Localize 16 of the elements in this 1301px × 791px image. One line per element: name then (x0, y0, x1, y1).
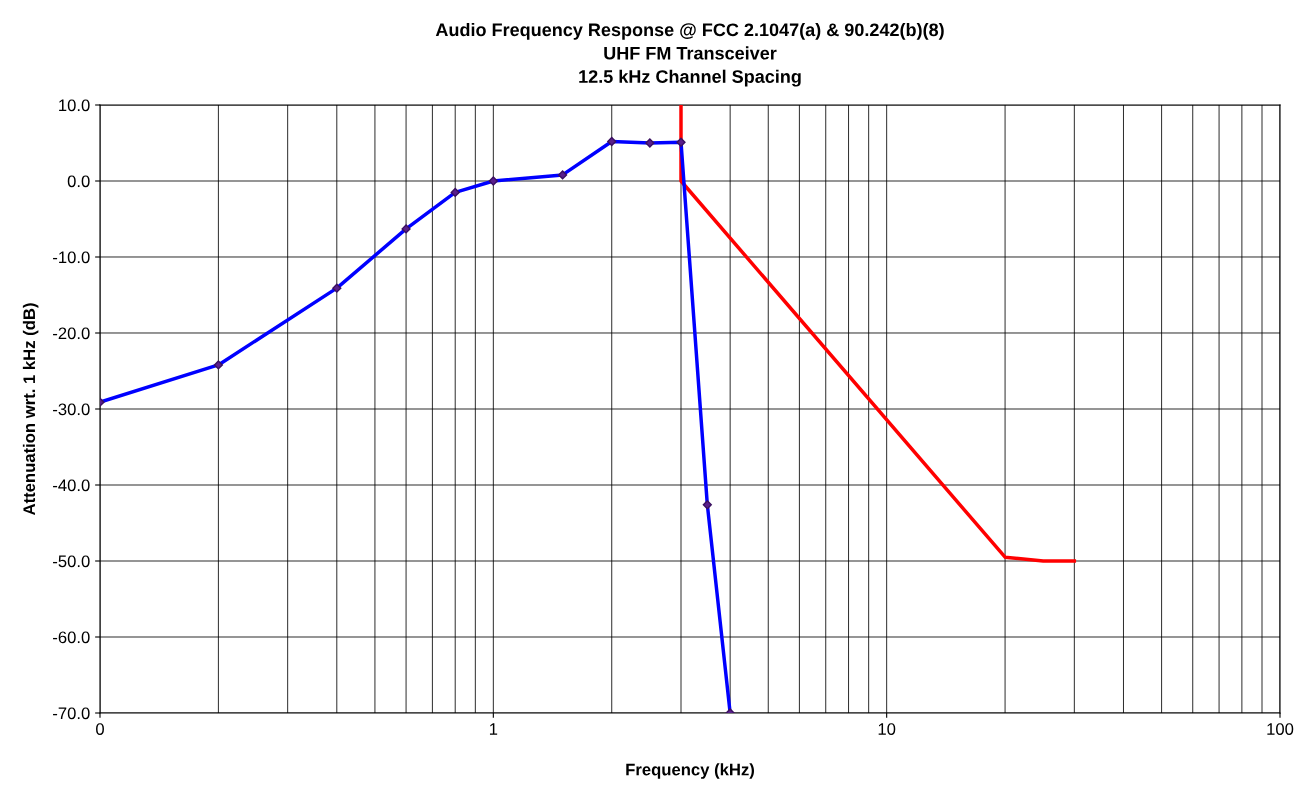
x-tick-label: 10 (878, 723, 896, 735)
y-tick-label: 0.0 (67, 175, 90, 188)
y-tick-label: -10.0 (53, 251, 90, 264)
y-tick-label: -30.0 (53, 403, 90, 416)
x-tick-label: 0 (96, 723, 104, 735)
y-tick-label: -60.0 (53, 631, 90, 644)
y-tick-label: -70.0 (53, 707, 90, 720)
y-tick-label: -40.0 (53, 479, 90, 492)
x-axis-title: Frequency (kHz) (626, 763, 754, 779)
x-tick-label: 100 (1267, 723, 1294, 735)
y-tick-label: -20.0 (53, 327, 90, 340)
y-tick-label: 10.0 (59, 99, 90, 112)
chart-title: Audio Frequency Response @ FCC 2.1047(a) & 90.242(b)(8) UHF FM Transceiver 12.5 kHz Channel Spacing (435, 22, 944, 87)
y-tick-label: -50.0 (53, 555, 90, 568)
y-axis-title: Attenuation wrt. 1 kHz (dB) (22, 303, 39, 516)
x-tick-label: 1 (489, 723, 498, 735)
